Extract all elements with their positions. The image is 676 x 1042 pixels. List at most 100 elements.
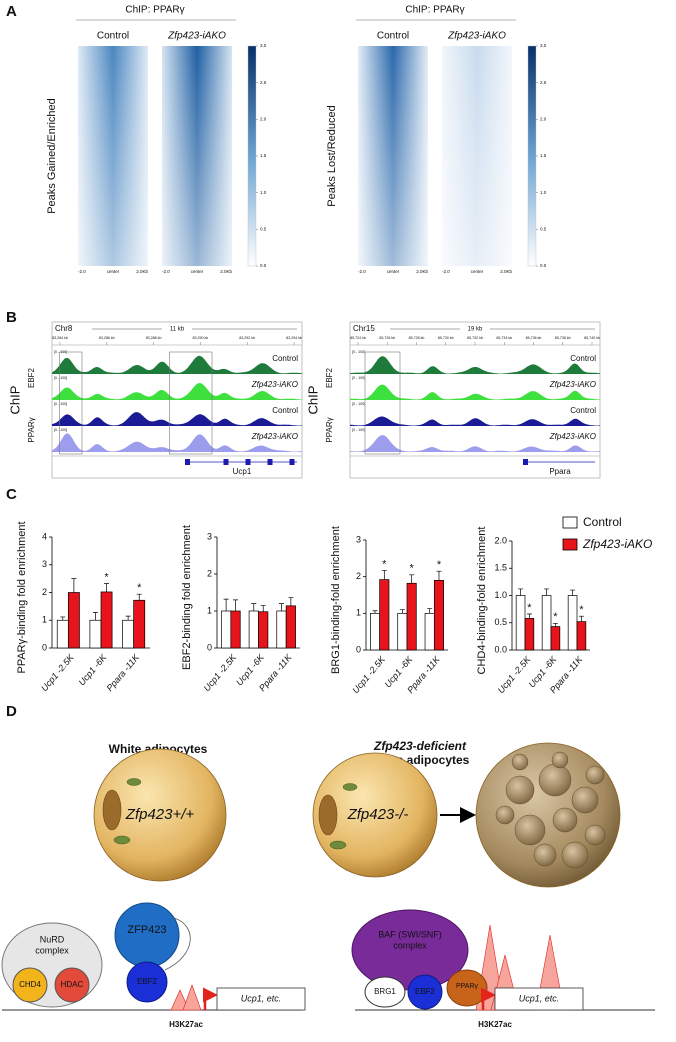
- significance: *: [382, 558, 387, 570]
- y-tick-label: 2: [207, 568, 212, 578]
- track-label: Control: [570, 354, 596, 363]
- error-bar: [288, 597, 294, 606]
- bar: [541, 595, 552, 651]
- heatmap-x-tick: 2.0Kb: [416, 269, 428, 274]
- gene-box: [216, 987, 306, 1011]
- coverage-track: [52, 383, 302, 400]
- error-bar: [552, 622, 558, 627]
- bar: [397, 612, 408, 651]
- error-bar: [518, 588, 524, 596]
- heatmap-x-tick: -2.0: [358, 269, 366, 274]
- error-bar: [60, 616, 66, 621]
- track-range: [0 - 100]: [352, 350, 365, 354]
- chromosome: Chr8: [55, 324, 73, 333]
- error-bar: [260, 605, 266, 612]
- error-bar: [372, 610, 378, 614]
- y-tick-label: 4: [42, 531, 47, 541]
- legend-swatch: [562, 516, 578, 529]
- bar: [515, 595, 526, 651]
- error-bar: [409, 574, 415, 584]
- heatmap-x-tick: center: [471, 269, 484, 274]
- lipid-droplet: [571, 786, 599, 814]
- error-bar: [436, 570, 442, 581]
- bar: [424, 612, 435, 651]
- coord-label: 85,738 kb: [555, 336, 571, 340]
- x-tick-label: Ucp1 -2.5K: [39, 652, 76, 694]
- exon: [289, 459, 295, 465]
- gene-label: Ppara: [549, 467, 571, 476]
- track-label: Zfp423-iAKO: [549, 432, 596, 441]
- error-bar: [578, 615, 584, 622]
- column-label: Zfp423-iAKO: [167, 31, 226, 42]
- exon: [185, 459, 190, 465]
- coord-label: 85,732 kb: [467, 336, 483, 340]
- y-axis-label: BRG1-binding-fold enrichment: [330, 526, 342, 674]
- error-bar: [92, 612, 98, 621]
- colorbar: [527, 45, 537, 267]
- coord-label: 85,734 kb: [496, 336, 512, 340]
- coverage-track: [350, 356, 600, 374]
- y-tick-label: 3: [356, 534, 361, 544]
- nucleus: [102, 789, 122, 831]
- colorbar-tick-label: 3.0: [260, 43, 267, 48]
- panel-label: D: [6, 703, 17, 720]
- bar: [524, 618, 535, 651]
- y-tick-label: 0.0: [494, 644, 507, 654]
- region-box: [169, 351, 213, 455]
- colorbar-tick-label: 0.5: [540, 227, 547, 232]
- track-label: Zfp423-iAKO: [251, 380, 298, 389]
- bar: [56, 619, 69, 649]
- track-range: [0 - 100]: [352, 428, 365, 432]
- scale-bg: [460, 324, 490, 334]
- heatmap-x-tick: 2.0Kb: [500, 269, 512, 274]
- side-label: ChIP: [7, 386, 22, 415]
- row-label: Peaks Lost/Reduced: [326, 105, 338, 207]
- y-tick-label: 0.5: [494, 617, 507, 627]
- x-tick-label: Ucp1 -2.5K: [202, 652, 239, 694]
- factor-label: PPARγ: [27, 417, 36, 442]
- coord-label: 83,288 kb: [146, 336, 162, 340]
- coord-label: 83,292 kb: [239, 336, 255, 340]
- factor-label: EBF2: [27, 367, 36, 388]
- bar: [100, 591, 113, 649]
- bar: [221, 610, 232, 649]
- y-tick-label: 0: [356, 644, 361, 654]
- factor-label: PPARγ: [325, 417, 334, 442]
- coord-label: 83,284 kb: [52, 336, 68, 340]
- colorbar-tick-label: 1.0: [260, 190, 267, 195]
- error-bar: [427, 608, 433, 614]
- tether: [164, 917, 191, 971]
- chromosome: Chr15: [353, 324, 375, 333]
- colorbar-tick-label: 3.0: [540, 43, 547, 48]
- cell-genotype: Zfp423-/-: [347, 806, 409, 823]
- gene-box: [494, 987, 584, 1011]
- column-label: Control: [377, 31, 409, 42]
- column-label: Zfp423-iAKO: [447, 31, 506, 42]
- heatmap-x-tick: center: [191, 269, 204, 274]
- significance: *: [527, 602, 532, 614]
- error-bar: [526, 613, 532, 619]
- error-bar: [223, 598, 229, 611]
- y-tick-label: 0: [42, 642, 47, 652]
- coverage-track: [350, 416, 600, 426]
- coord-label: 85,726 kb: [379, 336, 395, 340]
- y-tick-label: 1.0: [494, 590, 507, 600]
- error-bar: [71, 578, 77, 593]
- track-label: Control: [570, 406, 596, 415]
- heatmap-x-tick: 2.0Kb: [136, 269, 148, 274]
- track-range: [0 - 100]: [352, 376, 365, 380]
- error-bar: [381, 570, 387, 580]
- bar: [133, 599, 146, 649]
- lipid-droplet: [505, 775, 535, 805]
- lipid-droplet: [551, 751, 569, 769]
- complex-name: NuRD: [40, 934, 65, 944]
- lipid-droplet: [538, 763, 572, 797]
- y-tick-label: 1: [207, 605, 212, 615]
- heatmap-x-tick: -2.0: [162, 269, 170, 274]
- span: 19 kb: [468, 327, 483, 333]
- track-label: Zfp423-iAKO: [549, 380, 596, 389]
- track-label: Zfp423-iAKO: [251, 432, 298, 441]
- heatmap-fade: [78, 46, 148, 266]
- coord-label: 85,730 kb: [438, 336, 454, 340]
